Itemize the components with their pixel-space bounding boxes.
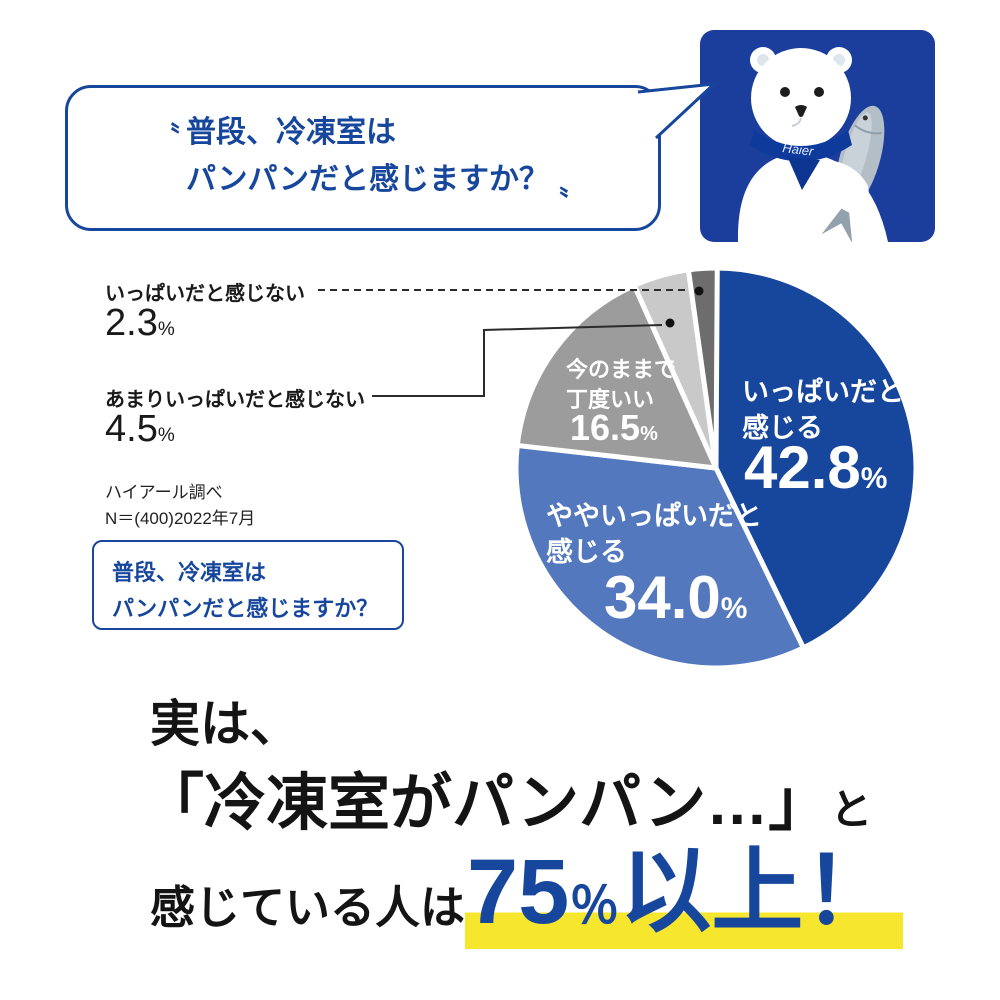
slice-value-not-very-full: 4.5% bbox=[105, 408, 175, 451]
slice-label-line: 感じる bbox=[546, 537, 627, 568]
bandana bbox=[750, 130, 852, 162]
question-line-2: パンパンだと感じますか？ bbox=[186, 162, 549, 196]
chart-title-line-1: 普段、冷凍室は bbox=[112, 560, 267, 585]
slice-value-not-full: 2.3% bbox=[105, 302, 175, 345]
survey-source: ハイアール調べ N＝(400)2022年7月 bbox=[105, 480, 255, 533]
bear-nose bbox=[795, 105, 807, 117]
pie-slice bbox=[713, 265, 919, 651]
slice-label-feels-full: いっぱいだと 感じる bbox=[742, 374, 904, 447]
slice-label-line: 今のままで bbox=[566, 357, 677, 382]
pie-chart bbox=[511, 263, 921, 673]
big-suffix: 以上！ bbox=[619, 841, 896, 943]
bear-head bbox=[751, 48, 851, 148]
chart-title-box: 普段、冷凍室は パンパンだと感じますか？ bbox=[92, 540, 404, 630]
question-bubble-text: 普段、冷凍室は パンパンだと感じますか？ 〟 bbox=[186, 110, 585, 203]
percent-sign: % bbox=[157, 425, 175, 446]
slice-value-feels-full: 42.8% bbox=[744, 438, 887, 498]
percent-sign: % bbox=[720, 592, 748, 625]
percent-sign: % bbox=[157, 319, 175, 340]
slice-percent: 4.5 bbox=[105, 408, 158, 450]
quote-open-mark: 〝 bbox=[154, 121, 181, 151]
slice-label-not-very-full: あまりいっぱいだと感じない bbox=[105, 389, 365, 411]
bear-eye bbox=[814, 87, 824, 97]
slice-value-somewhat-full: 34.0% bbox=[604, 568, 747, 628]
polar-bear-mascot-illustration: Haier bbox=[700, 30, 935, 244]
big-percent-sign: ％ bbox=[569, 878, 620, 934]
conclusion-statement: 感じている人は75％以上！ bbox=[150, 841, 904, 949]
slice-percent: 34.0 bbox=[604, 564, 721, 631]
chart-title-line-2: パンパンだと感じますか？ bbox=[112, 596, 379, 622]
pie-svg bbox=[513, 265, 919, 671]
question-bubble: 〝 普段、冷凍室は パンパンだと感じますか？ 〟 bbox=[65, 85, 661, 231]
slice-percent: 2.3 bbox=[105, 302, 158, 344]
mascot-panel: Haier bbox=[700, 30, 935, 244]
slice-percent: 42.8 bbox=[744, 434, 861, 501]
slice-label-not-full: いっぱいだと感じない bbox=[105, 283, 305, 305]
source-line-2: N＝(400)2022年7月 bbox=[105, 509, 256, 529]
source-line-1: ハイアール調べ bbox=[105, 483, 223, 502]
slice-label-just-right: 今のままで 丁度いい bbox=[566, 355, 676, 414]
slice-label-line: 感じる bbox=[742, 413, 823, 444]
conclusion-quote-line: 「冷凍室がパンパン…」と bbox=[142, 752, 872, 842]
bear-eye bbox=[780, 87, 790, 97]
conclusion-prefix: 感じている人は bbox=[150, 882, 466, 933]
slice-label-line: ややいっぱいだと bbox=[546, 501, 762, 531]
slice-label-somewhat-full: ややいっぱいだと 感じる bbox=[546, 498, 762, 571]
conclusion-quote-suffix: と bbox=[830, 786, 873, 833]
slice-value-just-right: 16.5% bbox=[570, 410, 658, 446]
conclusion-intro: 実は、 bbox=[150, 696, 300, 752]
bear-arm bbox=[808, 159, 869, 214]
slice-label-line: いっぱいだと bbox=[742, 377, 904, 407]
quote-close-mark: 〟 bbox=[559, 170, 586, 201]
highlighted-percentage: 75％以上！ bbox=[465, 841, 904, 949]
brand-logo-text: Haier bbox=[782, 140, 815, 159]
percent-sign: % bbox=[860, 462, 888, 495]
conclusion-quote: 「冷凍室がパンパン…」 bbox=[142, 769, 831, 838]
question-line-1: 普段、冷凍室は bbox=[186, 116, 396, 149]
pie-slice bbox=[685, 265, 720, 471]
percent-sign: % bbox=[640, 423, 658, 445]
speech-bubble-tail bbox=[637, 82, 716, 140]
slice-percent: 16.5 bbox=[570, 407, 641, 448]
pie-slice bbox=[513, 442, 806, 671]
big-number: 75 bbox=[467, 841, 570, 943]
